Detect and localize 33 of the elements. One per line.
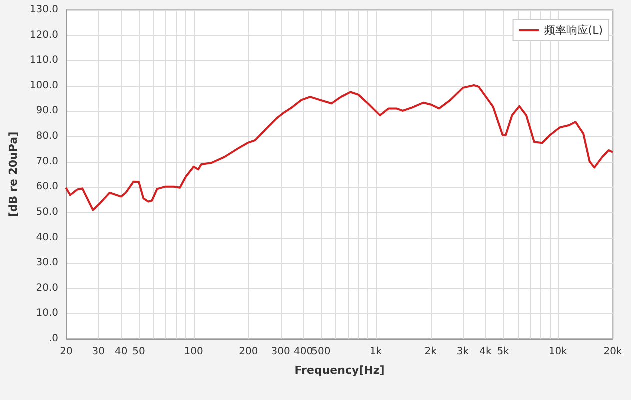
- y-tick-label: 80.0: [36, 131, 59, 142]
- x-tick-label: 500: [312, 346, 331, 358]
- x-tick-label: 3k: [456, 346, 470, 358]
- y-tick-label: 100.0: [30, 80, 59, 92]
- x-tick-label: 50: [132, 346, 146, 358]
- x-tick-label: 2k: [424, 346, 438, 358]
- y-tick-label: 20.0: [36, 282, 59, 294]
- x-tick-label: 40: [114, 346, 128, 358]
- y-tick-label: 70.0: [36, 156, 59, 168]
- y-axis-title: [dB re 20uPa]: [7, 132, 20, 218]
- y-tick-label: 30.0: [36, 258, 59, 269]
- x-tick-label: 200: [239, 346, 258, 358]
- y-tick-label: .0: [48, 334, 59, 344]
- y-tick-label: 130.0: [30, 4, 59, 16]
- y-tick-label: 10.0: [36, 308, 59, 320]
- y-tick-label: 50.0: [36, 206, 59, 218]
- legend-label: 频率响应(L): [544, 24, 604, 37]
- x-tick-label: 5k: [497, 346, 510, 358]
- x-tick-label: 20k: [604, 346, 622, 358]
- x-tick-label: 20: [60, 346, 73, 358]
- x-tick-label: 30: [92, 346, 105, 358]
- y-tick-label: 110.0: [30, 55, 59, 66]
- x-tick-label: 10k: [548, 346, 568, 358]
- y-tick-label: 40.0: [36, 232, 59, 244]
- x-tick-label: 100: [184, 346, 204, 358]
- y-tick-label: 60.0: [36, 182, 59, 193]
- x-tick-label: 400: [294, 346, 314, 358]
- x-tick-label: 1k: [370, 346, 382, 358]
- x-axis-title: Frequency[Hz]: [294, 364, 385, 377]
- y-tick-label: 90.0: [36, 106, 59, 117]
- x-tick-label: 4k: [480, 346, 492, 358]
- y-tick-label: 120.0: [30, 30, 59, 41]
- x-tick-label: 300: [271, 346, 290, 358]
